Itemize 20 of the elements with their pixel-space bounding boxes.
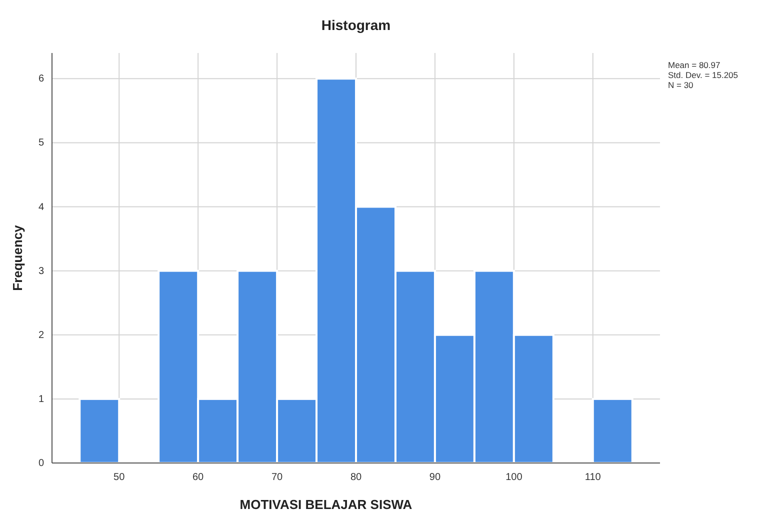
x-tick-label: 80 <box>350 472 362 483</box>
x-tick-label: 70 <box>271 472 284 483</box>
x-tick-label: 100 <box>506 472 523 483</box>
y-tick-label: 4 <box>38 202 44 213</box>
y-axis-title: Frequency <box>10 224 25 291</box>
y-tick-label: 2 <box>38 330 44 341</box>
y-tick-label: 5 <box>38 138 44 149</box>
x-axis-title: MOTIVASI BELAJAR SISWA <box>240 497 413 512</box>
x-tick-label: 90 <box>429 472 441 483</box>
x-tick-label: 110 <box>584 472 602 483</box>
text: Mean = 80.97 <box>668 60 720 70</box>
text: Std. Dev. = 15.205 <box>668 70 738 80</box>
text: N = 30 <box>668 80 694 90</box>
y-tick-label: 0 <box>38 458 44 469</box>
x-tick-label: 60 <box>192 472 204 483</box>
y-tick-label: 1 <box>38 394 44 405</box>
x-tick-label: 50 <box>114 472 126 483</box>
y-tick-label: 3 <box>38 266 44 277</box>
y-tick-label: 6 <box>38 74 44 85</box>
chart-title: Histogram <box>321 17 391 33</box>
